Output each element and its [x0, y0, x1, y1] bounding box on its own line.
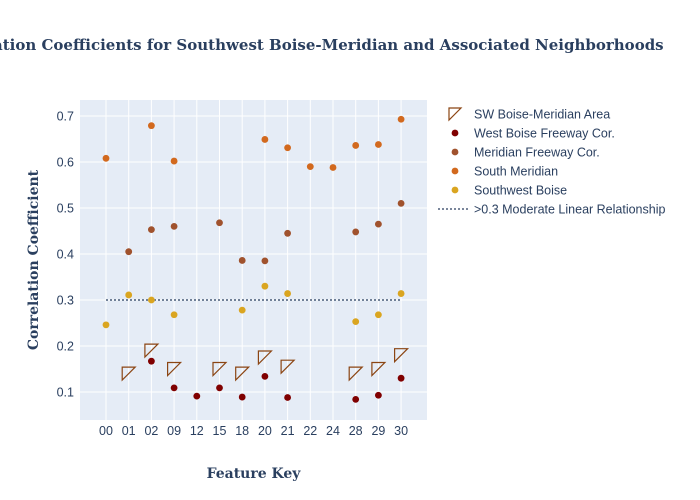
- data-point[interactable]: [216, 219, 223, 227]
- legend-dot-icon: [451, 129, 459, 137]
- data-point[interactable]: [284, 229, 291, 237]
- data-point[interactable]: [284, 144, 291, 152]
- legend-dot-icon: [451, 186, 459, 194]
- data-point[interactable]: [148, 296, 155, 304]
- data-point[interactable]: [397, 200, 405, 207]
- x-tick-label: 18: [235, 424, 249, 438]
- data-point[interactable]: [102, 321, 110, 329]
- y-tick-label: 0.2: [57, 340, 74, 354]
- legend-item[interactable]: >0.3 Moderate Linear Relationship: [438, 203, 665, 217]
- data-point[interactable]: [261, 282, 269, 290]
- data-point-triangle[interactable]: [167, 361, 183, 377]
- data-point[interactable]: [284, 290, 291, 297]
- data-point[interactable]: [193, 392, 201, 400]
- data-point[interactable]: [375, 391, 382, 399]
- data-point[interactable]: [261, 257, 269, 265]
- x-tick-label: 22: [303, 424, 317, 438]
- legend-label: Meridian Freeway Cor.: [474, 146, 600, 160]
- x-tick-label: 21: [281, 424, 295, 438]
- data-point[interactable]: [284, 394, 291, 401]
- legend-label: Southwest Boise: [474, 184, 567, 198]
- data-point-triangle[interactable]: [394, 348, 410, 364]
- data-point[interactable]: [148, 226, 155, 234]
- legend-dot-icon: [451, 148, 459, 156]
- legend-item[interactable]: West Boise Freeway Cor.: [451, 127, 615, 141]
- data-point-triangle[interactable]: [235, 366, 251, 382]
- data-point[interactable]: [375, 141, 382, 148]
- x-tick-label: 28: [349, 424, 363, 438]
- data-point[interactable]: [125, 291, 133, 299]
- legend-triangle-icon: [448, 107, 463, 122]
- data-point-triangle[interactable]: [121, 366, 137, 382]
- data-point[interactable]: [238, 257, 246, 264]
- plot-area: [80, 100, 427, 420]
- data-point[interactable]: [125, 248, 133, 256]
- legend-item[interactable]: Meridian Freeway Cor.: [451, 146, 600, 160]
- data-point[interactable]: [397, 290, 405, 297]
- data-point[interactable]: [170, 311, 178, 319]
- data-point-triangle[interactable]: [348, 366, 364, 382]
- x-tick-label: 24: [326, 424, 340, 438]
- x-tick-label: 29: [371, 424, 385, 438]
- data-point[interactable]: [352, 142, 360, 149]
- data-point[interactable]: [216, 384, 223, 392]
- y-tick-label: 0.7: [57, 110, 74, 124]
- data-point[interactable]: [397, 115, 405, 123]
- data-point[interactable]: [238, 393, 246, 401]
- data-point[interactable]: [102, 154, 110, 162]
- data-point-triangle[interactable]: [257, 350, 273, 366]
- legend-item[interactable]: Southwest Boise: [451, 184, 568, 198]
- data-point-triangle[interactable]: [144, 343, 160, 359]
- data-point[interactable]: [261, 372, 269, 380]
- data-point[interactable]: [352, 228, 360, 236]
- x-tick-label: 20: [258, 424, 272, 438]
- legend[interactable]: SW Boise-Meridian Area West Boise Freeway…: [438, 107, 665, 217]
- x-tick-label: 30: [394, 424, 408, 438]
- y-tick-label: 0.5: [57, 202, 74, 216]
- data-points: [102, 115, 410, 403]
- x-axis-ticks: 00 01 02 09 12 15 18 20 21 22 24 28 29 30: [99, 424, 408, 438]
- data-point-triangle[interactable]: [280, 359, 296, 375]
- x-tick-label: 02: [144, 424, 158, 438]
- y-axis-title: Correlation Coefficient: [26, 169, 42, 350]
- legend-label: West Boise Freeway Cor.: [474, 127, 615, 141]
- data-point-triangle[interactable]: [371, 361, 387, 377]
- y-tick-label: 0.4: [57, 248, 74, 262]
- legend-label: SW Boise-Meridian Area: [474, 108, 610, 122]
- y-tick-label: 0.6: [57, 156, 74, 170]
- data-point[interactable]: [329, 164, 337, 171]
- x-tick-label: 00: [99, 424, 113, 438]
- y-tick-label: 0.3: [57, 294, 74, 308]
- data-point-triangle[interactable]: [212, 361, 228, 377]
- data-point[interactable]: [375, 311, 382, 319]
- data-point[interactable]: [238, 306, 246, 314]
- data-point[interactable]: [148, 357, 155, 365]
- x-axis-title: Feature Key: [207, 466, 302, 482]
- data-point[interactable]: [306, 163, 314, 171]
- legend-item[interactable]: South Meridian: [451, 165, 559, 179]
- x-tick-label: 15: [213, 424, 227, 438]
- data-point[interactable]: [352, 318, 360, 326]
- data-point[interactable]: [170, 157, 178, 165]
- y-tick-label: 0.1: [57, 386, 74, 400]
- data-point[interactable]: [397, 374, 405, 382]
- data-point[interactable]: [261, 136, 269, 143]
- legend-item[interactable]: SW Boise-Meridian Area: [448, 107, 610, 122]
- y-axis-ticks: 0.1 0.2 0.3 0.4 0.5 0.6 0.7: [57, 110, 74, 400]
- legend-label: South Meridian: [474, 165, 558, 179]
- data-point[interactable]: [148, 122, 155, 130]
- data-point[interactable]: [352, 395, 360, 403]
- data-point[interactable]: [170, 384, 178, 392]
- grid-lines: [80, 100, 427, 420]
- data-point[interactable]: [170, 223, 178, 230]
- x-tick-label: 01: [122, 424, 136, 438]
- data-point[interactable]: [375, 220, 382, 228]
- legend-label: >0.3 Moderate Linear Relationship: [474, 203, 665, 217]
- x-tick-label: 09: [167, 424, 181, 438]
- chart-title: Correlation Coefficients for Southwest B…: [0, 36, 664, 54]
- x-tick-label: 12: [190, 424, 204, 438]
- legend-dot-icon: [451, 167, 459, 175]
